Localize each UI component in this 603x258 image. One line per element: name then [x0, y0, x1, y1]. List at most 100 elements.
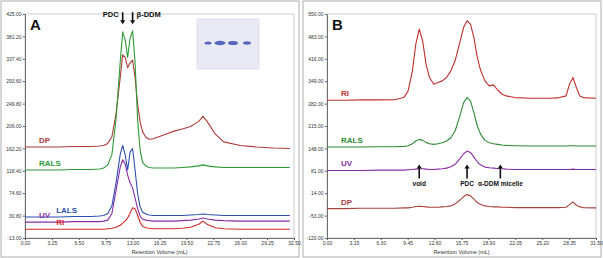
y-tick-label: 416.00 — [308, 56, 324, 62]
gel-band — [243, 41, 251, 44]
x-tick-label: 6.30 — [376, 240, 386, 246]
annotation-text: PDC — [103, 10, 119, 19]
x-tick: 6.50 — [74, 238, 84, 246]
y-tick-label: -53.00 — [309, 213, 323, 219]
panel-frame — [1, 1, 299, 257]
x-tick-label: 29.25 — [261, 240, 274, 246]
annotation-arrowhead — [498, 164, 503, 168]
plot-frame — [25, 14, 294, 238]
y-tick-label: -120.00 — [307, 235, 324, 241]
y-tick: 74.60 — [9, 190, 25, 196]
trace-label: RI — [56, 218, 64, 227]
x-tick-label: 0.00 — [21, 240, 31, 246]
x-tick: 19.50 — [181, 238, 194, 246]
x-tick-label: 9.45 — [403, 240, 413, 246]
y-tick: -13.00 — [7, 235, 25, 241]
x-tick-label: 31.50 — [590, 240, 603, 246]
x-axis-title: Retention Volume (mL) — [433, 249, 489, 255]
annotation: β-DDM — [130, 10, 161, 24]
x-tick: 0.00 — [323, 238, 333, 246]
y-tick-label: 483.00 — [308, 34, 324, 40]
plot-frame — [327, 14, 596, 238]
x-tick: 18.90 — [483, 238, 496, 246]
y-tick: 381.20 — [6, 34, 25, 40]
x-tick: 16.25 — [154, 238, 167, 246]
y-tick: 206.00 — [6, 123, 25, 129]
annotation: α-DDM micelle — [478, 164, 523, 187]
trace-line — [25, 31, 290, 170]
y-tick-label: 215.00 — [308, 123, 324, 129]
annotation-arrow — [122, 12, 124, 21]
trace-line — [327, 151, 596, 170]
annotation-arrowhead — [464, 164, 469, 168]
trace-line — [327, 21, 596, 101]
annotation-arrow — [500, 167, 502, 178]
x-tick-label: 16.25 — [154, 240, 167, 246]
trace-label: RALS — [39, 159, 61, 168]
y-tick: 282.00 — [308, 101, 327, 107]
x-tick-label: 3.25 — [48, 240, 58, 246]
x-tick: 29.25 — [261, 238, 274, 246]
y-axis: -13.00 30.80 74.60 118.40 162.20 206.00 249.80… — [6, 11, 25, 241]
trace-line — [25, 55, 290, 149]
x-tick-label: 25.20 — [536, 240, 549, 246]
annotation-arrowhead — [130, 20, 135, 24]
y-tick: 425.00 — [6, 11, 25, 17]
panel-frame — [303, 1, 601, 257]
panel: 0.00 3.25 6.50 9.75 13.00 16.25 19.50 22.75 26.0… — [1, 1, 301, 257]
y-tick-label: 81.00 — [311, 168, 324, 174]
x-tick: 32.50 — [288, 238, 301, 246]
x-tick: 31.50 — [590, 238, 603, 246]
y-tick: 81.00 — [311, 168, 327, 174]
y-tick-label: 118.40 — [7, 168, 22, 174]
annotations: voidPDCα-DDM micelle — [413, 164, 524, 187]
y-tick: 483.00 — [308, 34, 327, 40]
x-tick-label: 32.50 — [288, 240, 301, 246]
x-tick: 9.75 — [101, 238, 111, 246]
annotation-arrow — [418, 167, 420, 178]
annotation-arrowhead — [417, 164, 422, 168]
y-tick-label: 30.80 — [9, 213, 22, 219]
y-tick: 337.40 — [6, 56, 25, 62]
y-tick: 118.40 — [7, 168, 25, 174]
x-tick: 3.15 — [350, 238, 360, 246]
y-tick-label: 282.00 — [308, 101, 324, 107]
x-tick-label: 22.05 — [510, 240, 523, 246]
y-tick-label: 206.00 — [6, 123, 22, 129]
x-axis-title: Retention Volume (mL) — [131, 249, 187, 255]
y-tick: 30.80 — [9, 213, 25, 219]
x-axis: 0.003.156.309.4512.6015.7518.9022.0525.2… — [323, 238, 603, 246]
x-tick-label: 13.00 — [127, 240, 140, 246]
x-tick: 22.75 — [208, 238, 221, 246]
x-tick-label: 26.00 — [234, 240, 247, 246]
y-tick: 148.00 — [308, 146, 327, 152]
trace-line — [327, 98, 596, 147]
y-tick: 215.00 — [308, 123, 327, 129]
gel-band — [215, 41, 226, 45]
annotation-arrow — [466, 167, 468, 178]
x-tick: 25.20 — [536, 238, 549, 246]
x-tick: 26.00 — [234, 238, 247, 246]
y-tick-label: 162.20 — [6, 146, 22, 152]
trace-line — [327, 195, 596, 209]
annotation-arrowhead — [120, 20, 125, 24]
y-tick-label: 249.80 — [6, 101, 22, 107]
x-tick: 6.30 — [376, 238, 386, 246]
x-tick: 0.00 — [21, 238, 31, 246]
trace-label: UV — [341, 159, 353, 168]
trace-line — [25, 145, 290, 217]
y-tick: 349.00 — [308, 78, 327, 84]
x-tick-label: 6.50 — [74, 240, 84, 246]
traces — [25, 31, 290, 229]
chart-svg: 0.00 3.25 6.50 9.75 13.00 16.25 19.50 22.75 26.0… — [0, 0, 603, 258]
y-tick-label: 74.60 — [9, 190, 22, 196]
figure: 0.00 3.25 6.50 9.75 13.00 16.25 19.50 22.75 26.0… — [0, 0, 603, 258]
annotation-text: void — [413, 180, 426, 187]
y-tick-label: 349.00 — [308, 78, 324, 84]
x-tick: 9.45 — [403, 238, 413, 246]
x-tick-label: 3.15 — [350, 240, 360, 246]
trace-label: RI — [341, 89, 349, 98]
y-tick-label: -13.00 — [7, 235, 21, 241]
y-tick: 550.00 — [308, 11, 327, 17]
gel-band — [205, 41, 212, 44]
